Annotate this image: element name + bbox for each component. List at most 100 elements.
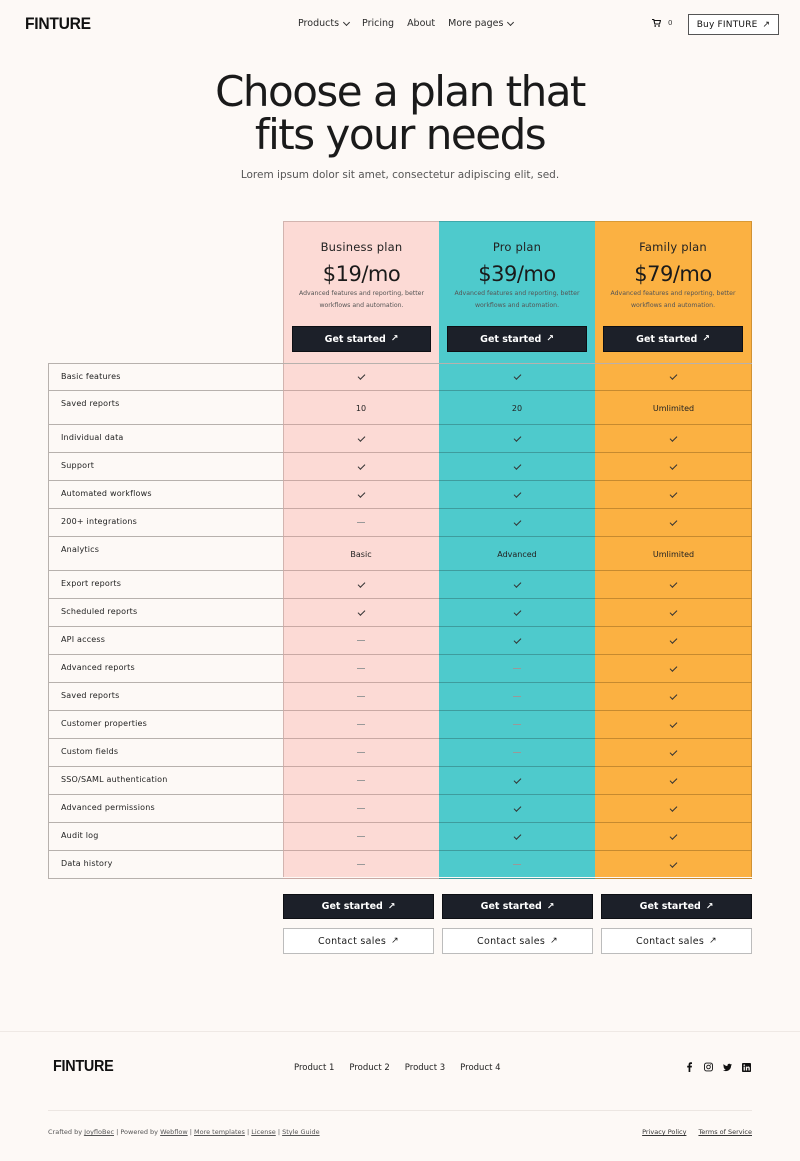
button-label: Contact sales (477, 935, 546, 947)
feature-cell-pro (439, 711, 595, 739)
contact-sales-button-business[interactable]: Contact sales ↗ (283, 928, 434, 954)
button-label: Get started (324, 333, 386, 345)
footer-link-product-4[interactable]: Product 4 (460, 1063, 501, 1073)
author-link[interactable]: JoyfloBec (84, 1128, 115, 1136)
dash-icon (357, 808, 365, 809)
feature-cell-pro: 20 (439, 391, 595, 425)
feature-cell-family (595, 509, 752, 537)
feature-cell-pro (439, 683, 595, 711)
check-icon (669, 607, 678, 616)
feature-cell-family: Umlimited (595, 537, 752, 571)
logo[interactable]: FINTURE (25, 14, 91, 33)
feature-cell-family (595, 823, 752, 851)
feature-name: Export reports (48, 571, 283, 598)
feature-cell-pro: Advanced (439, 537, 595, 571)
feature-value: Umlimited (652, 550, 695, 559)
instagram-icon[interactable] (704, 1062, 713, 1072)
check-icon (513, 461, 521, 470)
check-icon (669, 461, 678, 470)
get-started-button-family[interactable]: Get started ↗ (603, 326, 743, 352)
style-guide-link[interactable]: Style Guide (282, 1128, 320, 1136)
dash-icon (357, 836, 365, 837)
feature-cell-family: Umlimited (595, 391, 752, 425)
page-subtitle: Lorem ipsum dolor sit amet, consectetur … (240, 169, 560, 181)
feature-cell-pro (439, 627, 595, 655)
social-links (685, 1062, 751, 1072)
feature-cell-business: Basic (283, 537, 439, 571)
feature-cell-pro (439, 453, 595, 481)
plan-description: Advanced features and reporting, better … (454, 290, 580, 309)
check-icon (669, 831, 678, 840)
footer-link-product-3[interactable]: Product 3 (404, 1063, 446, 1073)
linkedin-icon[interactable] (742, 1062, 751, 1072)
feature-value: Basic (350, 550, 372, 559)
get-started-button-business[interactable]: Get started ↗ (292, 326, 431, 352)
feature-cell-pro (439, 795, 595, 823)
get-started-button-pro-bottom[interactable]: Get started ↗ (442, 894, 593, 919)
dash-icon (513, 752, 521, 753)
credits-text: Powered by (120, 1128, 159, 1136)
check-icon (513, 607, 521, 616)
feature-value: Umlimited (652, 404, 695, 413)
nav-item-more-pages[interactable]: More pages (448, 18, 515, 29)
license-link[interactable]: License (251, 1128, 276, 1136)
nav-item-label: Products (298, 18, 340, 29)
check-icon (513, 372, 521, 380)
check-icon (669, 517, 678, 526)
get-started-button-family-bottom[interactable]: Get started ↗ (601, 894, 752, 919)
cta-column-business: Get started ↗ Contact sales ↗ (283, 894, 434, 954)
check-icon (513, 635, 521, 644)
dash-icon (513, 696, 521, 697)
footer-link-product-2[interactable]: Product 2 (349, 1063, 390, 1073)
feature-cell-pro (439, 571, 595, 599)
dash-icon (357, 696, 365, 697)
feature-name: Customer properties (48, 711, 283, 738)
check-icon (669, 775, 678, 784)
check-icon (513, 579, 521, 588)
cta-column-family: Get started ↗ Contact sales ↗ (601, 894, 752, 954)
title-line-2: fits your needs (254, 110, 547, 159)
table-row: 200+ integrations (48, 509, 752, 537)
nav-item-about[interactable]: About (407, 18, 435, 29)
contact-sales-button-family[interactable]: Contact sales ↗ (601, 928, 752, 954)
button-label: Contact sales (636, 935, 705, 947)
privacy-policy-link[interactable]: Privacy Policy (642, 1128, 687, 1136)
contact-sales-button-pro[interactable]: Contact sales ↗ (442, 928, 593, 954)
more-templates-link[interactable]: More templates (194, 1128, 245, 1136)
footer-logo[interactable]: FINTURE (53, 1058, 114, 1075)
feature-cell-business (283, 851, 439, 879)
footer-credits: Crafted by JoyfloBec | Powered by Webflo… (48, 1128, 320, 1136)
check-icon (513, 433, 521, 442)
feature-name: Data history (48, 851, 283, 878)
chevron-down-icon (507, 18, 515, 26)
feature-name: Individual data (48, 425, 283, 452)
twitter-icon[interactable] (723, 1062, 732, 1072)
dash-icon (357, 752, 365, 753)
check-icon (357, 489, 365, 498)
get-started-button-business-bottom[interactable]: Get started ↗ (283, 894, 434, 919)
button-label: Get started (639, 901, 701, 912)
feature-cell-business (283, 453, 439, 481)
footer-link-product-1[interactable]: Product 1 (294, 1063, 335, 1073)
cart-icon (652, 19, 661, 27)
facebook-icon[interactable] (685, 1062, 694, 1072)
cart-count: 0 (668, 19, 673, 27)
feature-cell-family (595, 711, 752, 739)
get-started-button-pro[interactable]: Get started ↗ (447, 326, 587, 352)
nav-item-pricing[interactable]: Pricing (362, 18, 394, 29)
buy-finture-button[interactable]: Buy FINTURE ↗ (688, 14, 779, 35)
plan-price: $39/mo (478, 262, 556, 286)
check-icon (669, 635, 678, 644)
feature-name: SSO/SAML authentication (48, 767, 283, 794)
table-row: Saved reports 10 20 Umlimited (48, 391, 752, 425)
nav-item-label: More pages (448, 18, 504, 29)
cart-button[interactable]: 0 (652, 19, 672, 27)
terms-of-service-link[interactable]: Terms of Service (698, 1128, 752, 1136)
nav-item-products[interactable]: Products (298, 18, 351, 29)
check-icon (513, 803, 521, 812)
arrow-up-right-icon: ↗ (702, 334, 710, 344)
webflow-link[interactable]: Webflow (160, 1128, 188, 1136)
arrow-up-right-icon: ↗ (550, 936, 558, 946)
arrow-up-right-icon: ↗ (391, 936, 399, 946)
feature-cell-business (283, 795, 439, 823)
